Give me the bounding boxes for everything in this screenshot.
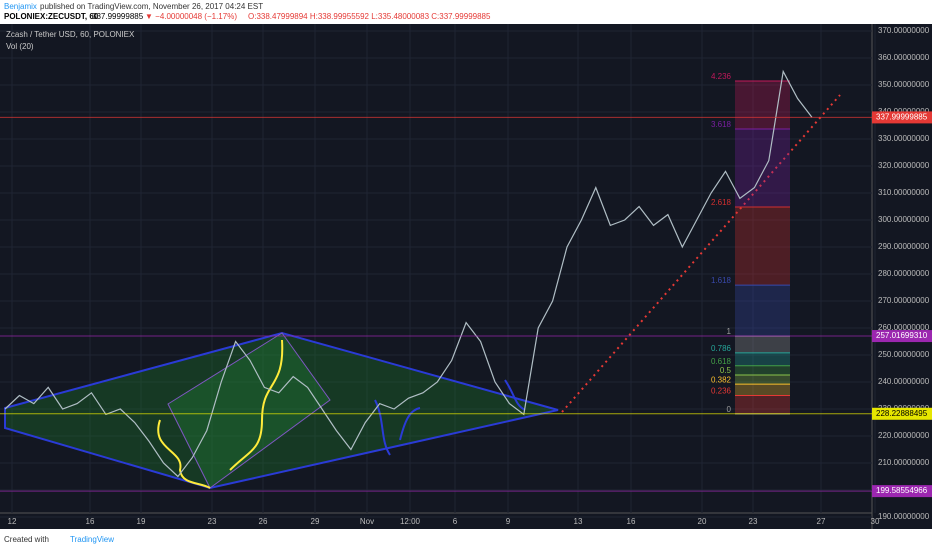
footer-bar <box>0 529 932 550</box>
channel <box>167 332 331 489</box>
fib-label: 3.618 <box>711 120 732 129</box>
change: ▼ −4.00000048 (−1.17%) <box>145 12 237 21</box>
time-tick-label: 20 <box>698 517 707 526</box>
price-tick-label: 210.00000000 <box>878 458 930 467</box>
time-tick-label: 13 <box>574 517 583 526</box>
time-tick-label: 12:00 <box>400 517 421 526</box>
trend-line <box>561 94 841 413</box>
time-tick-label: 23 <box>208 517 217 526</box>
price-tick-label: 320.00000000 <box>878 161 930 170</box>
fib-label: 1 <box>727 327 732 336</box>
fib-zone <box>735 384 790 396</box>
diamond-pattern <box>4 331 559 490</box>
fib-zone <box>735 129 790 208</box>
published: published on TradingView.com, November 2… <box>40 2 263 11</box>
fib-label: 1.618 <box>711 276 732 285</box>
price-tick-label: 260.00000000 <box>878 323 930 332</box>
fib-label: 4.236 <box>711 72 732 81</box>
price-tick-label: 290.00000000 <box>878 242 930 251</box>
time-tick-label: 23 <box>749 517 758 526</box>
price-tick-label: 250.00000000 <box>878 350 930 359</box>
price-tick-label: 270.00000000 <box>878 296 930 305</box>
fib-zone <box>735 285 790 337</box>
time-tick-label: Nov <box>360 517 374 526</box>
fib-zone <box>735 207 790 286</box>
price-tag <box>872 407 932 420</box>
price-tick-label: 330.00000000 <box>878 134 930 143</box>
time-tick-label: 30 <box>871 517 880 526</box>
author[interactable]: Benjamix <box>4 2 37 11</box>
fib-label: 0.382 <box>711 375 732 384</box>
price-tick-label: 220.00000000 <box>878 431 930 440</box>
fib-zone <box>735 395 790 414</box>
time-tick-label: 6 <box>453 517 458 526</box>
fib-label: 0 <box>727 405 732 414</box>
price-tag <box>872 330 932 343</box>
ohlc: O:338.47999894 H:338.99955592 L:335.4800… <box>248 12 491 21</box>
time-tick-label: 19 <box>137 517 146 526</box>
fib-zone <box>735 336 790 353</box>
fib-label: 2.618 <box>711 198 732 207</box>
symbol: POLONIEX:ZECUSDT, 60 <box>4 12 99 21</box>
fib-label: 0.618 <box>711 357 732 366</box>
price-tick-label: 300.00000000 <box>878 215 930 224</box>
fib-zone <box>735 80 790 130</box>
time-tick-label: 12 <box>8 517 17 526</box>
time-tick-label: 29 <box>311 517 320 526</box>
wave-drawing <box>374 379 526 456</box>
wave-drawing <box>157 339 284 489</box>
fib-zone <box>735 352 790 366</box>
price-tick-label: 310.00000000 <box>878 188 930 197</box>
fib-zone <box>735 374 790 385</box>
time-tick-label: 26 <box>259 517 268 526</box>
last-price: 337.99999885 <box>92 12 144 21</box>
price-line <box>4 69 813 478</box>
price-tag <box>872 485 932 498</box>
price-tick-label: 370.00000000 <box>878 26 930 35</box>
fib-label: 0.236 <box>711 387 732 396</box>
price-tag-label: 257.01699310 <box>876 331 928 340</box>
legend-indicator: Vol (20) <box>6 42 34 51</box>
price-tick-label: 190.00000000 <box>878 512 930 521</box>
fib-zone <box>735 365 790 375</box>
time-tick-label: 27 <box>817 517 826 526</box>
price-tick-label: 240.00000000 <box>878 377 930 386</box>
price-tag <box>872 111 932 124</box>
header-bar <box>0 0 932 24</box>
legend-title: Zcash / Tether USD, 60, POLONIEX <box>6 30 135 39</box>
time-tick-label: 9 <box>506 517 511 526</box>
footer-text: Created with <box>4 535 49 544</box>
fib-label: 0.5 <box>720 366 732 375</box>
price-tag-label: 228.22888495 <box>876 409 928 418</box>
time-tick-label: 16 <box>86 517 95 526</box>
price-tick-label: 280.00000000 <box>878 269 930 278</box>
price-tick-label: 360.00000000 <box>878 53 930 62</box>
price-tag-label: 199.58554966 <box>876 486 928 495</box>
price-tag-label: 337.99999885 <box>876 113 928 122</box>
time-tick-label: 16 <box>627 517 636 526</box>
price-tick-label: 350.00000000 <box>878 80 930 89</box>
fib-label: 0.786 <box>711 344 732 353</box>
footer-brand[interactable]: TradingView <box>70 535 114 544</box>
